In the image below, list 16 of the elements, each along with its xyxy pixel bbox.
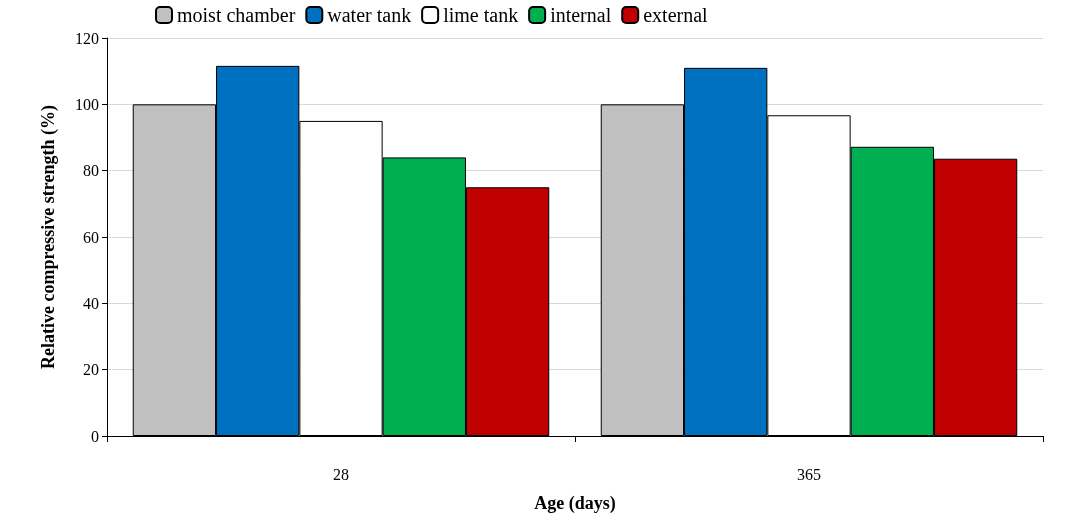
y-axis-title: Relative compressive strength (%) <box>38 105 59 369</box>
y-tick-label: 80 <box>83 162 99 180</box>
y-tick-label: 0 <box>91 427 99 445</box>
legend-label: water tank <box>327 4 412 26</box>
legend-label: external <box>643 4 709 26</box>
y-tick-label: 20 <box>83 361 99 379</box>
x-tick-label: 365 <box>797 465 821 483</box>
y-tick-label: 100 <box>75 95 99 113</box>
legend-label: internal <box>550 4 612 26</box>
legend-label: lime tank <box>443 4 519 26</box>
x-axis-title: Age (days) <box>534 493 616 514</box>
legend-label: moist chamber <box>177 4 296 26</box>
y-tick-label: 60 <box>83 228 99 246</box>
x-tick-label: 28 <box>333 465 349 483</box>
y-tick-label: 120 <box>75 29 99 47</box>
y-tick-label: 40 <box>83 294 99 312</box>
